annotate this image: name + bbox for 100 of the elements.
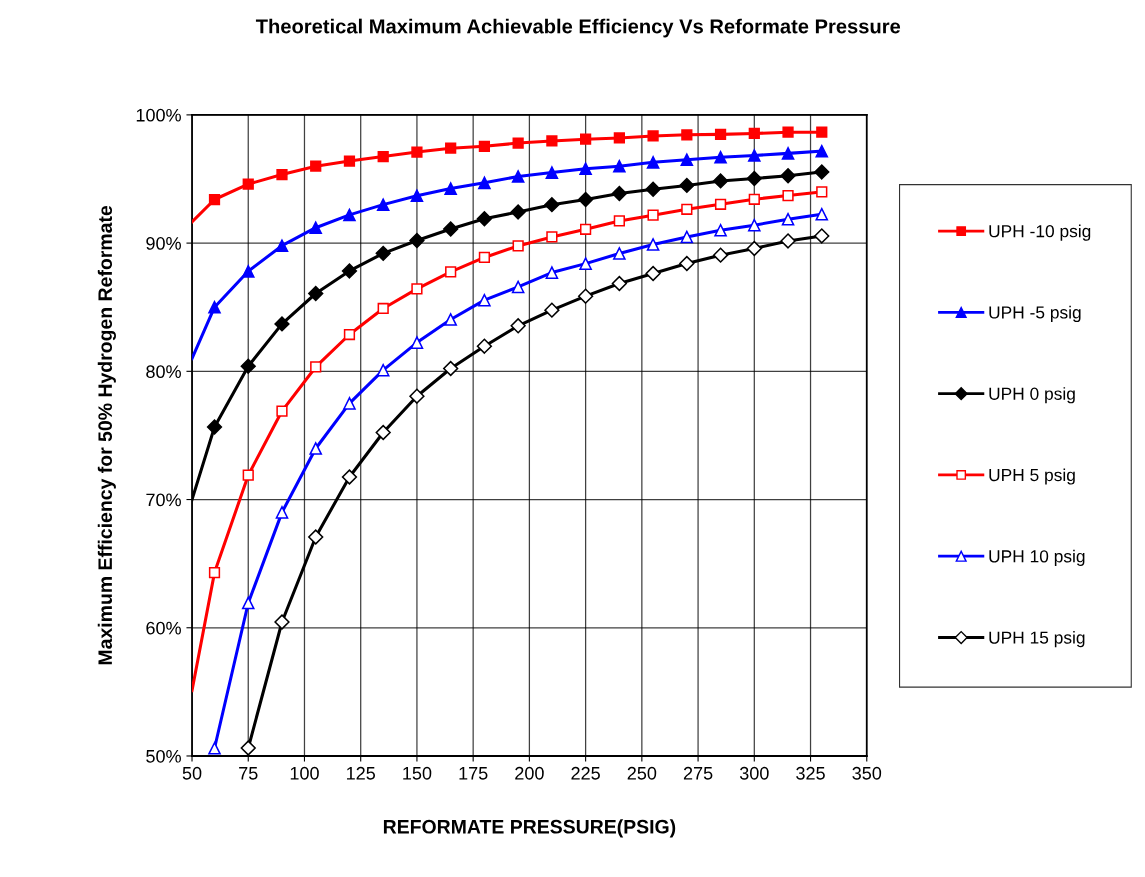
point [679, 255, 695, 272]
point [443, 360, 459, 377]
point [478, 251, 491, 264]
point [579, 223, 592, 235]
point [241, 596, 255, 610]
point [712, 247, 729, 263]
y-tick-label: 100% [136, 108, 181, 122]
y-tick-label: 50% [146, 749, 181, 763]
point [816, 186, 828, 198]
legend-label: UPH -5 psig [989, 305, 1081, 323]
point [478, 176, 491, 190]
point [714, 128, 727, 141]
x-tick-label: 150 [403, 766, 432, 780]
legend-label: UPH 15 psig [989, 631, 1085, 648]
point [781, 147, 795, 160]
point [545, 166, 559, 179]
point [681, 203, 693, 215]
point [478, 140, 491, 152]
x-tick-label: 75 [239, 767, 258, 780]
x-tick-label: 300 [739, 766, 769, 780]
y-tick-label: 60% [146, 621, 181, 635]
point [411, 146, 423, 158]
point [376, 363, 390, 377]
point [444, 313, 457, 326]
point [343, 328, 356, 341]
point [579, 162, 592, 176]
point [478, 293, 491, 307]
point [242, 469, 254, 481]
point [747, 149, 761, 162]
chart-title: Theoretical Maximum Achievable Efficiency Vs Reformate Pressure [255, 18, 901, 38]
point [714, 198, 727, 210]
point [341, 469, 358, 485]
point [476, 211, 493, 227]
point [410, 189, 424, 202]
point [780, 168, 796, 184]
y-axis-title: Maximum Efficiency for 50% Hydrogen Reformate [97, 205, 116, 665]
point [409, 232, 425, 249]
x-axis-title: REFORMATE PRESSURE(PSIG) [383, 819, 676, 838]
legend-label: UPH 0 psig [989, 387, 1075, 404]
point [782, 126, 794, 138]
point [208, 300, 221, 314]
point [206, 419, 223, 435]
point [241, 264, 255, 278]
point [645, 181, 661, 197]
x-tick-label: 125 [347, 766, 376, 780]
point [748, 127, 760, 140]
point [512, 137, 524, 149]
point [240, 740, 256, 756]
point [274, 614, 290, 630]
point [208, 193, 221, 206]
point [445, 266, 457, 278]
point [814, 164, 830, 180]
x-tick-label: 225 [571, 766, 600, 780]
point [310, 160, 322, 172]
point [310, 361, 322, 373]
point [647, 209, 659, 221]
point [780, 233, 796, 249]
point [544, 196, 560, 213]
point [208, 566, 221, 579]
point [613, 132, 625, 144]
point [511, 170, 525, 183]
point [476, 338, 493, 354]
point [613, 215, 625, 227]
point [816, 126, 828, 138]
point [815, 207, 829, 221]
point [747, 218, 761, 232]
point [746, 240, 762, 257]
x-tick-label: 50 [182, 766, 202, 780]
point [343, 208, 356, 222]
point [376, 198, 390, 211]
x-tick-label: 350 [852, 766, 882, 780]
point [274, 316, 290, 332]
x-tick-label: 100 [290, 766, 319, 780]
y-tick-label: 90% [146, 237, 181, 250]
y-tick-label: 70% [146, 493, 181, 507]
point [240, 358, 256, 374]
point [341, 263, 358, 279]
point [714, 223, 727, 237]
point [748, 193, 760, 205]
point [680, 230, 694, 244]
point [343, 155, 356, 167]
point [377, 150, 389, 163]
point [746, 170, 762, 187]
x-tick-label: 275 [683, 766, 713, 780]
point [647, 130, 659, 142]
y-tick-label: 80% [146, 365, 181, 379]
point [309, 442, 323, 455]
point [375, 424, 391, 441]
point [577, 288, 594, 304]
point [611, 275, 627, 292]
point [445, 142, 457, 154]
point [613, 159, 626, 173]
x-tick-label: 200 [515, 766, 544, 780]
point [611, 185, 627, 202]
point [409, 388, 425, 404]
point [275, 506, 289, 519]
point [208, 741, 221, 755]
point [276, 168, 288, 181]
x-tick-label: 250 [627, 766, 657, 780]
point [781, 212, 795, 226]
